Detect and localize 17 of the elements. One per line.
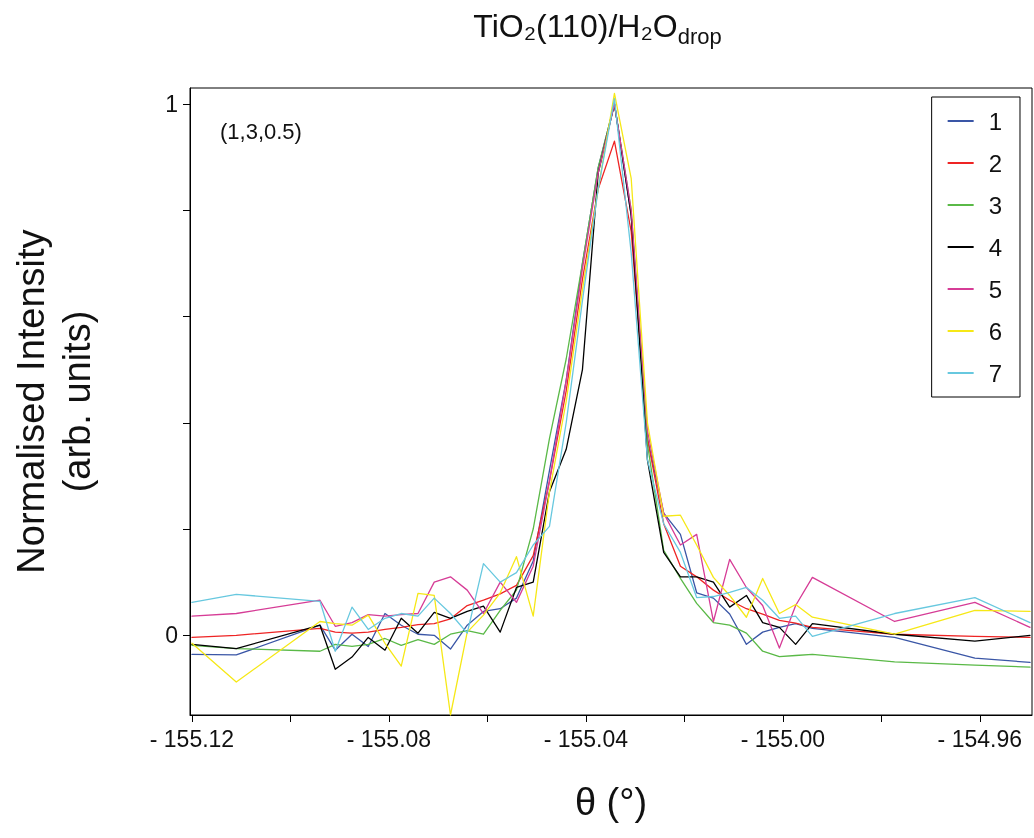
legend-label: 4	[988, 233, 1003, 261]
legend-label: 3	[988, 191, 1003, 219]
chart-title: TiO₂(110)/H₂O$_{drop}$	[472, 8, 723, 51]
annotation: (1,3,0.5)	[220, 118, 302, 144]
legend-label: 7	[988, 359, 1003, 387]
legend-label: 2	[988, 149, 1003, 177]
x-tick-label: - 155.12	[149, 725, 235, 752]
legend-label: 1	[988, 107, 1003, 135]
x-tick-label: - 154.96	[937, 725, 1023, 752]
x-axis-title: θ (°)	[574, 781, 648, 823]
legend-label: 6	[988, 317, 1003, 345]
x-tick-label: - 155.04	[543, 725, 629, 752]
y-axis-title: Normalised Intensity (arb. units)	[10, 229, 98, 574]
x-tick-label: - 155.08	[346, 725, 432, 752]
legend-label: 5	[988, 275, 1003, 303]
x-tick-label: - 155.00	[740, 725, 826, 752]
y-tick-label: 0	[165, 622, 178, 649]
